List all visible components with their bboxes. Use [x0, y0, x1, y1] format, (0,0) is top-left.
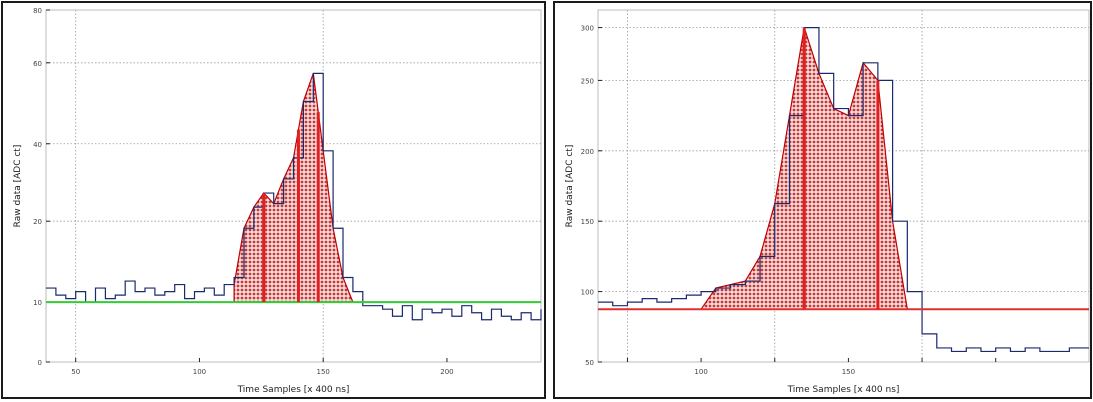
- y-tick-label: 150: [581, 218, 594, 226]
- x-tick-label: 100: [694, 368, 707, 376]
- plot-area: [45, 9, 542, 363]
- x-tick-label: 150: [842, 368, 855, 376]
- y-tick-label: 80: [33, 7, 42, 15]
- y-tick-label: 200: [581, 148, 594, 156]
- x-axis-title: Time Samples [x 400 ns]: [237, 385, 350, 395]
- raw-samples-line: [598, 27, 1089, 353]
- raw-samples-line: [46, 72, 542, 321]
- x-axis-title: Time Samples [x 400 ns]: [787, 385, 900, 395]
- pulse-area: [233, 73, 354, 303]
- y-tick-label: 250: [581, 77, 594, 85]
- y-tick-label: 0: [38, 359, 42, 367]
- y-tick-label: 40: [33, 141, 42, 149]
- plot-area: [597, 9, 1090, 363]
- y-tick-label: 100: [581, 289, 594, 297]
- left-chart: 50 100 150 200 0 10 20 40 60 80 Time Samples [x 40…: [1, 1, 546, 399]
- y-tick-label: 20: [33, 218, 42, 226]
- left-chart-panel: 50 100 150 200 0 10 20 40 60 80 Time Samples [x 40…: [1, 1, 546, 399]
- x-tick-label: 200: [440, 368, 453, 376]
- x-tick-label: 100: [193, 368, 206, 376]
- y-axis-title: Raw data [ADC ct]: [565, 145, 575, 228]
- x-tick-label: 50: [71, 368, 80, 376]
- chart-frame: [553, 1, 1092, 399]
- y-axis-title: Raw data [ADC ct]: [13, 145, 23, 228]
- chart-frame: [1, 1, 546, 399]
- x-tick-label: 150: [317, 368, 330, 376]
- y-tick-label: 300: [581, 25, 594, 33]
- right-chart-panel: 100 150 50 100 150 200 250 300 Time Samples [x 4…: [552, 0, 1093, 402]
- y-tick-label: 10: [33, 299, 42, 307]
- right-chart: 100 150 50 100 150 200 250 300 Time Samples [x 4…: [553, 1, 1092, 399]
- y-tick-label: 50: [585, 359, 594, 367]
- y-tick-label: 60: [33, 60, 42, 68]
